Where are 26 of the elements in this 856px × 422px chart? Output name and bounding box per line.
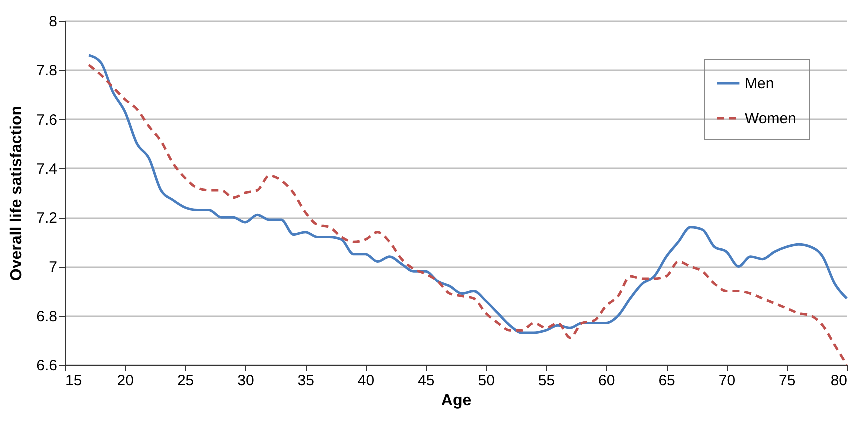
- y-tick-label: 7: [49, 259, 58, 276]
- x-tick-label: 80: [830, 372, 848, 390]
- legend-label: Women: [745, 110, 796, 128]
- x-tick-label: 30: [238, 372, 254, 390]
- x-tick-label: 45: [418, 372, 435, 390]
- x-tick-label: 40: [358, 372, 375, 390]
- x-tick-label: 65: [658, 372, 676, 390]
- x-tick-label: 15: [66, 372, 82, 390]
- x-tick-label: 50: [478, 372, 495, 390]
- x-tick-label: 60: [598, 372, 616, 390]
- x-axis-title: Age: [441, 392, 472, 410]
- x-tick-label: 55: [538, 372, 556, 390]
- y-tick-label: 6.8: [36, 308, 58, 326]
- y-tick-label: 8: [49, 14, 58, 30]
- y-tick-label: 7.6: [36, 112, 58, 129]
- y-tick-label: 7.4: [36, 160, 58, 178]
- x-tick-label: 70: [718, 372, 736, 390]
- y-tick-label: 7.8: [36, 62, 58, 80]
- x-tick-label: 25: [177, 372, 194, 390]
- x-tick-label: 75: [779, 372, 796, 390]
- y-tick-label: 6.6: [36, 358, 58, 374]
- y-tick-label: 7.2: [36, 210, 58, 228]
- y-axis-title: Overall life satisfaction: [8, 106, 26, 282]
- x-tick-label: 20: [117, 372, 134, 390]
- x-tick-label: 35: [298, 372, 314, 390]
- legend-label: Men: [745, 76, 774, 92]
